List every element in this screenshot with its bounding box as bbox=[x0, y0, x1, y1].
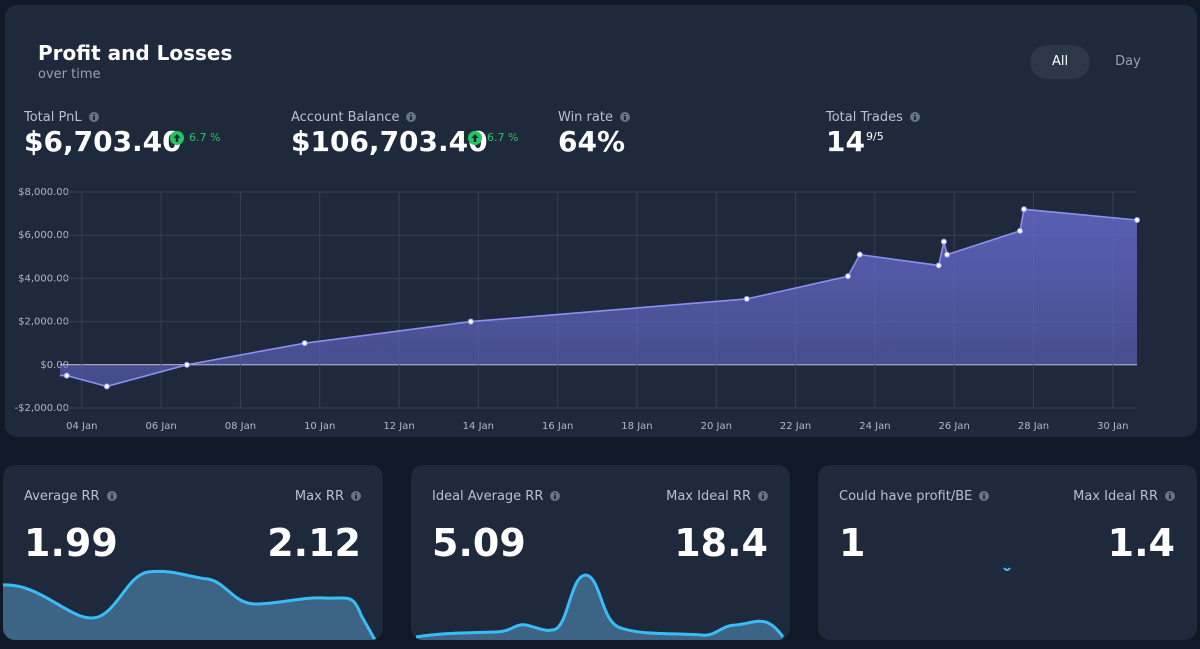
stat: Total PnL bbox=[24, 106, 99, 125]
stat-value: $6,703.40 bbox=[24, 125, 182, 158]
x-tick-label: 16 Jan bbox=[542, 421, 573, 432]
card-label: Max Ideal RR bbox=[1073, 489, 1175, 504]
x-tick-label: 30 Jan bbox=[1097, 421, 1128, 432]
card-value: 1 bbox=[839, 521, 866, 565]
rr-card: Average RR Max RR 1.99 2.12 bbox=[3, 465, 383, 640]
info-icon[interactable] bbox=[406, 112, 417, 122]
up-icon bbox=[468, 131, 482, 145]
y-tick-label: $8,000.00 bbox=[18, 187, 69, 198]
info-icon[interactable] bbox=[88, 112, 99, 122]
label-text: Average RR bbox=[24, 489, 100, 504]
x-tick-label: 26 Jan bbox=[939, 421, 970, 432]
data-point bbox=[183, 361, 190, 368]
info-icon[interactable] bbox=[619, 112, 630, 122]
stat-change: 6.7 % bbox=[189, 131, 221, 144]
data-point bbox=[743, 295, 750, 303]
info-icon[interactable] bbox=[758, 491, 768, 501]
sparkline bbox=[1003, 567, 1011, 571]
x-tick-label: 06 Jan bbox=[145, 421, 176, 432]
data-point bbox=[943, 251, 951, 258]
label-text: Max Ideal RR bbox=[1073, 489, 1158, 504]
stat-sub: 9/5 bbox=[866, 130, 884, 143]
info-icon[interactable] bbox=[106, 491, 117, 501]
y-tick-label: $2,000.00 bbox=[18, 317, 69, 328]
sparkline bbox=[3, 569, 377, 640]
stat-label: Account Balance bbox=[291, 110, 400, 125]
x-tick-label: 10 Jan bbox=[304, 421, 335, 432]
stat-label: Total PnL bbox=[24, 110, 82, 125]
x-tick-label: 24 Jan bbox=[859, 421, 890, 432]
card-label: Max Ideal RR bbox=[666, 489, 768, 504]
profit-be-card: Could have profit/BE Max Ideal RR 1 1.4 bbox=[818, 465, 1197, 640]
tab-day[interactable]: Day bbox=[1115, 54, 1141, 69]
pnl-chart: -$2,000.00 $0.00 $2,000.00 $4,000.00 $6,000.… bbox=[14, 187, 1141, 432]
x-tick-label: 12 Jan bbox=[383, 421, 414, 432]
panel-subtitle: over time bbox=[38, 67, 101, 82]
card-value: 1.99 bbox=[24, 521, 118, 565]
card-value: 18.4 bbox=[674, 521, 768, 565]
stat-change: 6.7 % bbox=[487, 131, 519, 144]
data-point bbox=[856, 251, 863, 258]
x-tick-label: 28 Jan bbox=[1018, 421, 1049, 432]
x-tick-label: 14 Jan bbox=[463, 421, 494, 432]
data-point bbox=[1016, 227, 1024, 234]
stat-value: 14 bbox=[826, 125, 865, 158]
stat-value: 64% bbox=[558, 125, 626, 158]
stat-label: Total Trades bbox=[826, 110, 903, 125]
data-point bbox=[63, 372, 70, 379]
info-icon[interactable] bbox=[979, 491, 990, 501]
card-value: 1.4 bbox=[1107, 521, 1175, 565]
data-point bbox=[467, 318, 474, 325]
stat: Win rate bbox=[558, 106, 630, 125]
card-label: Max RR bbox=[295, 489, 361, 504]
x-tick-label: 22 Jan bbox=[780, 421, 811, 432]
stat-value: $106,703.40 bbox=[291, 125, 488, 158]
stat: Account Balance bbox=[291, 106, 417, 125]
tab-all[interactable]: All bbox=[1030, 45, 1090, 79]
card-label: Average RR bbox=[24, 489, 117, 504]
y-tick-label: $6,000.00 bbox=[18, 230, 69, 241]
stat: Total Trades bbox=[826, 106, 920, 125]
x-tick-label: 20 Jan bbox=[701, 421, 732, 432]
data-point bbox=[935, 262, 942, 269]
label-text: Max RR bbox=[294, 489, 344, 504]
data-point bbox=[940, 238, 947, 245]
x-tick-label: 08 Jan bbox=[225, 421, 256, 432]
y-tick-label: $0.00 bbox=[40, 360, 69, 371]
info-icon[interactable] bbox=[909, 112, 920, 122]
data-point bbox=[1020, 206, 1028, 213]
ideal-rr-card: Ideal Average RR Max Ideal RR 5.09 18.4 bbox=[411, 465, 790, 640]
card-label: Ideal Average RR bbox=[432, 489, 561, 504]
y-tick-label: $4,000.00 bbox=[18, 273, 69, 284]
data-point bbox=[844, 273, 852, 280]
label-text: Could have profit/BE bbox=[839, 489, 973, 504]
x-tick-label: 04 Jan bbox=[66, 421, 97, 432]
stat-label: Win rate bbox=[558, 110, 613, 125]
info-icon[interactable] bbox=[351, 491, 361, 501]
label-text: Ideal Average RR bbox=[432, 489, 544, 504]
card-value: 2.12 bbox=[267, 521, 361, 565]
data-point bbox=[301, 340, 308, 347]
panel-title: Profit and Losses bbox=[38, 41, 233, 65]
data-point bbox=[1133, 216, 1141, 224]
y-tick-label: -$2,000.00 bbox=[14, 403, 69, 414]
info-icon[interactable] bbox=[550, 491, 561, 501]
card-label: Could have profit/BE bbox=[839, 489, 990, 504]
pnl-area bbox=[60, 209, 1137, 387]
card-value: 5.09 bbox=[432, 521, 526, 565]
label-text: Max Ideal RR bbox=[666, 489, 751, 504]
x-tick-label: 18 Jan bbox=[621, 421, 652, 432]
info-icon[interactable] bbox=[1165, 491, 1175, 501]
up-icon bbox=[170, 131, 184, 145]
data-point bbox=[103, 383, 110, 390]
sparkline bbox=[415, 573, 785, 640]
